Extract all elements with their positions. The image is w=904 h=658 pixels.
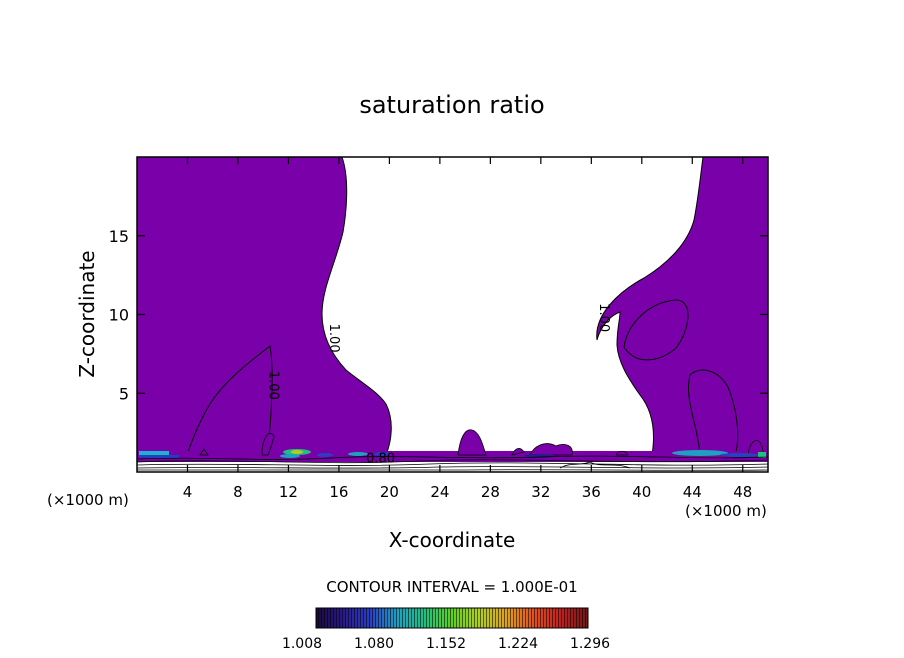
x-axis-unit-left: (×1000 m) [47, 491, 129, 509]
colorbar-labels: 1.008 1.080 1.152 1.224 1.296 [282, 636, 610, 652]
y-axis-label: Z-coordinate [75, 250, 99, 377]
colorbar-frame [315, 607, 589, 629]
contour-labels: 1.00 1.00 1.00 0.80 [266, 303, 612, 466]
contour-label: 0.80 [366, 452, 395, 467]
colorbar-tick-label: 1.008 [282, 636, 322, 652]
colorbar: 1.008 1.080 1.152 1.224 1.296 [282, 607, 610, 652]
saturation-region-left [137, 157, 392, 456]
x-tick-label: 40 [632, 483, 651, 501]
x-tick-label: 24 [430, 483, 449, 501]
x-axis-unit-right: (×1000 m) [685, 502, 767, 520]
colorbar-tick-label: 1.296 [570, 636, 610, 652]
x-tick-label: 28 [481, 483, 500, 501]
x-tick-label: 4 [183, 483, 193, 501]
x-tick-label: 20 [380, 483, 399, 501]
colorbar-lines [316, 608, 588, 628]
x-tick-label: 16 [329, 483, 348, 501]
color-patches [139, 449, 766, 458]
near-surface-features [137, 429, 768, 471]
contour-label: 1.00 [266, 371, 281, 400]
plot-area: 1.00 1.00 1.00 0.80 [137, 157, 768, 472]
colorbar-tick-label: 1.080 [354, 636, 394, 652]
x-tick-label: 36 [582, 483, 601, 501]
contour-interval-text: CONTOUR INTERVAL = 1.000E-01 [326, 578, 577, 596]
contour-label: 1.00 [596, 303, 611, 332]
x-tick-label: 48 [733, 483, 752, 501]
y-axis: 5 10 15 [109, 227, 768, 403]
x-tick-label: 8 [233, 483, 243, 501]
x-tick-label: 44 [683, 483, 702, 501]
contour-label: 1.00 [326, 324, 341, 353]
y-tick-label: 5 [119, 384, 129, 403]
colorbar-tick-label: 1.224 [498, 636, 538, 652]
x-axis-label: X-coordinate [389, 528, 516, 552]
x-tick-label: 32 [531, 483, 550, 501]
x-axis: 4 8 12 16 20 24 28 32 36 40 44 48 [183, 157, 752, 501]
y-tick-label: 15 [109, 227, 129, 246]
x-tick-label: 12 [279, 483, 298, 501]
colorbar-tick-label: 1.152 [426, 636, 466, 652]
saturation-region-right [596, 157, 768, 456]
y-tick-label: 10 [109, 306, 129, 325]
chart-title: saturation ratio [359, 91, 544, 119]
